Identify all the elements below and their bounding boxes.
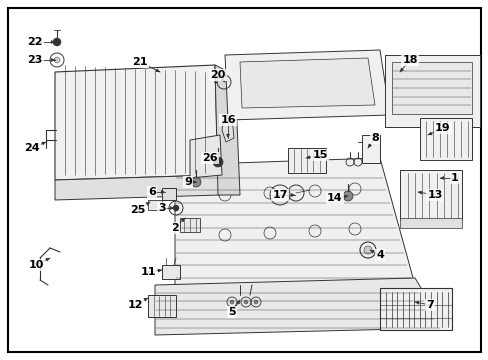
Bar (162, 265, 180, 279)
Circle shape (342, 191, 352, 201)
Text: 1: 1 (450, 173, 458, 183)
Bar (391, 62, 471, 114)
Polygon shape (222, 118, 234, 142)
Text: 25: 25 (130, 205, 145, 215)
Circle shape (54, 57, 60, 63)
Text: 24: 24 (24, 143, 40, 153)
Polygon shape (55, 65, 218, 180)
Circle shape (173, 205, 179, 211)
Text: 2: 2 (171, 223, 179, 233)
Polygon shape (55, 175, 220, 200)
Bar (379, 288, 451, 330)
Text: 11: 11 (140, 267, 156, 277)
Polygon shape (224, 50, 389, 120)
Text: 15: 15 (312, 150, 327, 160)
Text: 18: 18 (402, 55, 417, 65)
Text: 21: 21 (132, 57, 147, 67)
Text: 19: 19 (434, 123, 450, 133)
Bar (180, 218, 200, 232)
Circle shape (229, 300, 234, 304)
Text: 4: 4 (375, 250, 383, 260)
Polygon shape (155, 278, 444, 335)
Circle shape (363, 246, 371, 254)
Text: 22: 22 (27, 37, 42, 47)
Bar (419, 118, 471, 160)
Bar (399, 170, 461, 220)
Text: 17: 17 (272, 190, 287, 200)
Text: 20: 20 (210, 70, 225, 80)
Circle shape (53, 38, 61, 46)
Polygon shape (190, 135, 222, 178)
Text: 7: 7 (425, 300, 433, 310)
Bar (148, 295, 176, 317)
Text: 6: 6 (148, 187, 156, 197)
Text: 14: 14 (326, 193, 342, 203)
Text: 23: 23 (27, 55, 42, 65)
Text: 3: 3 (158, 203, 165, 213)
Polygon shape (175, 158, 414, 290)
Circle shape (244, 300, 247, 304)
Text: 13: 13 (427, 190, 442, 200)
Bar (162, 188, 176, 200)
Text: 10: 10 (28, 260, 43, 270)
Text: 9: 9 (183, 177, 192, 187)
Text: 8: 8 (370, 133, 378, 143)
Text: 12: 12 (127, 300, 142, 310)
Circle shape (213, 157, 223, 167)
Bar (384, 55, 479, 127)
Circle shape (191, 177, 201, 187)
Circle shape (253, 300, 258, 304)
Bar (399, 218, 461, 228)
Text: 5: 5 (228, 307, 235, 317)
Text: 26: 26 (202, 153, 217, 163)
Polygon shape (240, 58, 374, 108)
Bar (148, 200, 162, 210)
Bar (361, 135, 379, 163)
Bar (287, 148, 325, 173)
Text: 16: 16 (220, 115, 235, 125)
Polygon shape (215, 65, 240, 195)
